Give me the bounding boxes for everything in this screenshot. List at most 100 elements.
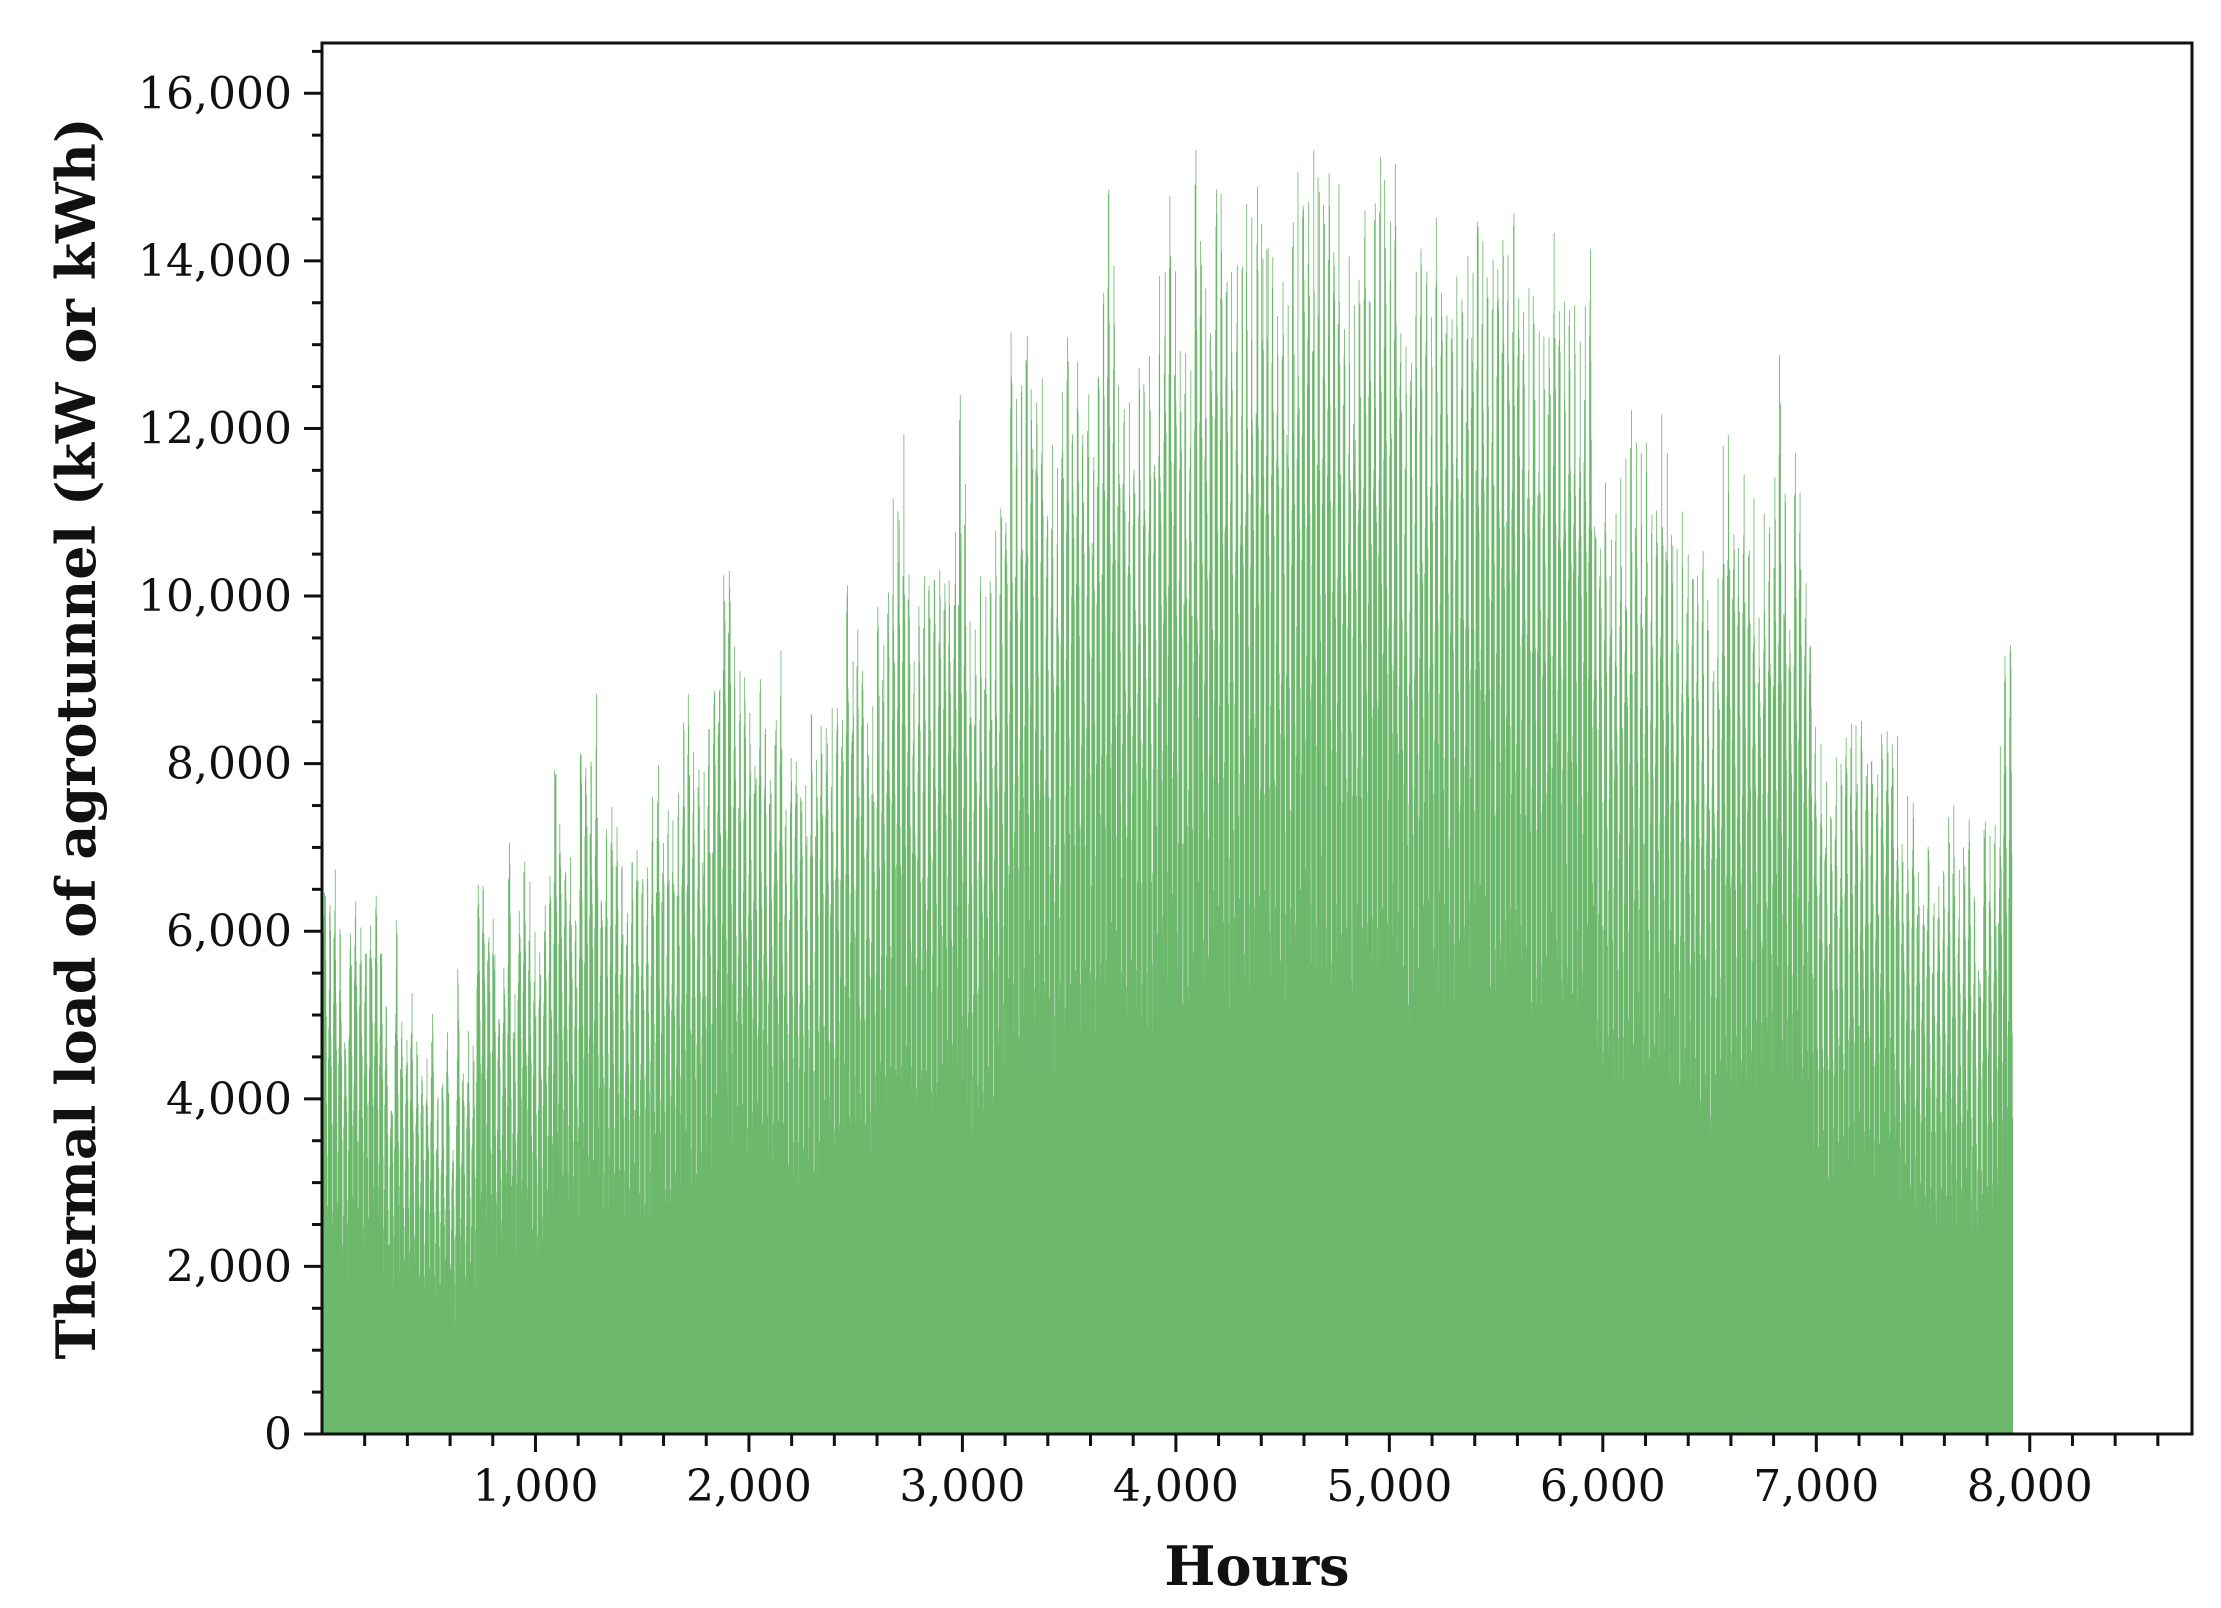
bar xyxy=(1430,436,1432,1434)
bar xyxy=(1707,599,1709,1434)
bar xyxy=(339,929,341,1434)
bar xyxy=(396,933,398,1434)
bar xyxy=(576,987,578,1434)
bar xyxy=(916,957,918,1434)
bar xyxy=(982,913,983,1434)
bar xyxy=(1686,612,1688,1434)
bar xyxy=(1670,652,1672,1434)
bar xyxy=(1898,892,1900,1434)
bar xyxy=(749,713,751,1434)
bar xyxy=(556,912,558,1434)
bar xyxy=(1830,864,1832,1434)
bar xyxy=(1181,636,1183,1434)
bar xyxy=(1940,1112,1941,1434)
bar xyxy=(1055,845,1056,1434)
bar xyxy=(1066,531,1067,1434)
bar xyxy=(2000,855,2002,1434)
bar xyxy=(1629,764,1631,1434)
bar xyxy=(519,937,521,1434)
bar xyxy=(1712,749,1713,1434)
bar xyxy=(620,986,622,1434)
bar xyxy=(373,1096,375,1434)
bar xyxy=(1896,736,1898,1434)
bar xyxy=(1154,478,1156,1434)
bar xyxy=(391,1111,392,1434)
bar xyxy=(1946,1043,1948,1434)
bar xyxy=(875,974,877,1434)
bar xyxy=(736,1123,738,1434)
bar xyxy=(924,677,926,1434)
bar xyxy=(1393,622,1395,1434)
bar xyxy=(909,826,911,1434)
bar xyxy=(1178,580,1180,1434)
bar xyxy=(1141,983,1143,1434)
bar xyxy=(1049,873,1051,1434)
bar xyxy=(770,832,772,1434)
bar xyxy=(863,857,865,1434)
bar xyxy=(869,1150,871,1434)
bar xyxy=(1258,604,1260,1434)
bar xyxy=(1070,786,1072,1434)
bar xyxy=(442,1083,444,1434)
bar xyxy=(428,1151,430,1434)
bar xyxy=(1677,690,1679,1434)
bar xyxy=(1326,927,1327,1434)
bar xyxy=(1483,445,1485,1434)
bar xyxy=(891,958,892,1434)
bar xyxy=(505,1160,507,1434)
bar xyxy=(1810,707,1812,1434)
bar xyxy=(938,646,940,1434)
bar xyxy=(994,859,995,1434)
bar xyxy=(1297,414,1298,1435)
bar xyxy=(830,914,831,1434)
bar xyxy=(1474,901,1476,1434)
bar xyxy=(1852,946,1854,1434)
bar xyxy=(662,873,664,1434)
bar xyxy=(1562,678,1564,1434)
bar xyxy=(1306,384,1308,1434)
bar xyxy=(1818,939,1820,1434)
bar xyxy=(1349,363,1351,1434)
bar xyxy=(765,814,767,1434)
bar xyxy=(698,817,699,1434)
bar xyxy=(1657,850,1659,1434)
bar xyxy=(682,806,684,1434)
bar xyxy=(1084,702,1085,1434)
bar xyxy=(1572,736,1574,1434)
bar xyxy=(1615,541,1617,1434)
bar xyxy=(367,1158,369,1434)
bar xyxy=(1489,987,1491,1434)
bar xyxy=(390,1110,392,1434)
bar xyxy=(1976,1209,1978,1434)
bar xyxy=(362,1118,363,1434)
bar xyxy=(585,767,587,1434)
bar xyxy=(717,734,719,1434)
bar xyxy=(529,881,531,1434)
bar xyxy=(870,1111,872,1434)
bar xyxy=(618,1094,620,1434)
bar xyxy=(870,978,872,1434)
bar xyxy=(1002,1065,1004,1434)
bar xyxy=(1493,486,1495,1434)
bar xyxy=(1713,813,1715,1434)
bar xyxy=(1874,1178,1876,1434)
bar xyxy=(1005,522,1007,1434)
bar xyxy=(1773,695,1774,1434)
bar xyxy=(1306,526,1308,1434)
bar xyxy=(1138,516,1140,1434)
bar xyxy=(381,953,383,1434)
bar xyxy=(1527,530,1529,1434)
bar xyxy=(711,1117,713,1434)
bar xyxy=(853,886,855,1434)
bar xyxy=(1799,532,1801,1434)
bar xyxy=(727,839,729,1434)
bar xyxy=(1675,801,1677,1434)
bar xyxy=(1860,881,1862,1434)
bar xyxy=(1154,465,1155,1434)
bar xyxy=(1081,446,1083,1434)
bar xyxy=(845,733,847,1434)
bar xyxy=(1757,682,1759,1434)
bar xyxy=(947,753,949,1434)
bar xyxy=(1853,1121,1855,1434)
bar xyxy=(663,884,665,1434)
